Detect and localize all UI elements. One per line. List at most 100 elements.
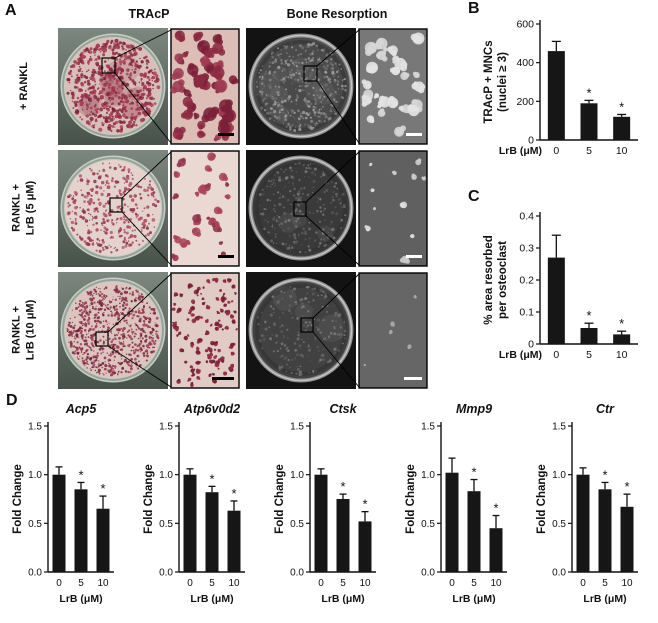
y-tick-label: 600 bbox=[516, 19, 534, 31]
x-tick-label: 10 bbox=[97, 578, 109, 589]
zoom-inset bbox=[170, 272, 240, 389]
x-tick-label: 0 bbox=[553, 349, 559, 361]
x-tick-label: 5 bbox=[586, 349, 592, 361]
speckle-layer bbox=[257, 285, 347, 377]
y-tick-label: 1.0 bbox=[552, 470, 566, 481]
y-tick-label: 0.1 bbox=[519, 307, 534, 319]
y-tick-label: 1.0 bbox=[290, 470, 304, 481]
x-axis-label: LrB (μM) bbox=[499, 349, 542, 361]
speckle-layer bbox=[66, 38, 161, 133]
row-label-rankl-lrb10: RANKL + LrB (10 μM) bbox=[10, 299, 37, 361]
bar-10 bbox=[96, 508, 110, 572]
bar-5 bbox=[336, 499, 350, 572]
scale-bar bbox=[218, 255, 234, 258]
micrograph-row bbox=[58, 28, 430, 145]
significance-marker: * bbox=[231, 486, 236, 501]
panel-d-chart-Mmp9: 0.0 0.5 1.0 1.5 0 * 5 * 10 LrB (μM) Fold Change Mmp… bbox=[401, 400, 527, 623]
panel-d-label: D bbox=[6, 392, 18, 409]
zoom-connector bbox=[312, 273, 360, 319]
micrograph-row bbox=[58, 150, 430, 267]
panel-b-chart: 0 200 400 600 0 * 5 * 10 LrB (μM) TRAcP + MNCs (nuc… bbox=[476, 8, 658, 183]
inset-blob-layer bbox=[361, 32, 426, 137]
y-tick-label: 0.5 bbox=[421, 519, 435, 530]
y-tick-label: 400 bbox=[516, 57, 534, 69]
chart-D5: 0.0 0.5 1.0 1.5 0 * 5 * 10 LrB (μM) Fold Change Ctr bbox=[536, 402, 638, 605]
bar-10 bbox=[227, 510, 241, 572]
y-tick-label: 1.0 bbox=[159, 470, 173, 481]
column-header-tracp: TRAcP bbox=[128, 7, 170, 21]
bar-0 bbox=[314, 474, 328, 572]
bar-5 bbox=[467, 491, 481, 572]
x-tick-label: 0 bbox=[56, 578, 62, 589]
zoom-connector bbox=[316, 29, 360, 67]
x-tick-label: 5 bbox=[586, 145, 592, 157]
significance-marker: * bbox=[586, 308, 591, 323]
inset-blob-layer bbox=[363, 294, 417, 367]
chart-B: 0 200 400 600 0 * 5 * 10 LrB (μM) TRAcP + MNCs (nuc… bbox=[483, 19, 638, 157]
chart-title: Mmp9 bbox=[456, 402, 492, 416]
x-tick-label: 0 bbox=[449, 578, 455, 589]
row-label-rankl-lrb5: RANKL + LrB (5 μM) bbox=[10, 180, 37, 236]
significance-marker: * bbox=[619, 316, 624, 331]
bar-0 bbox=[547, 51, 565, 140]
y-tick-label: 0.5 bbox=[28, 519, 42, 530]
y-tick-label: 1.5 bbox=[28, 422, 42, 433]
y-axis-label: TRAcP + MNCs bbox=[483, 40, 495, 123]
y-tick-label: 1.0 bbox=[28, 470, 42, 481]
x-tick-label: 10 bbox=[616, 145, 628, 157]
bar-10 bbox=[620, 506, 634, 572]
y-tick-label: 1.0 bbox=[421, 470, 435, 481]
y-axis-label: Fold Change bbox=[143, 464, 155, 534]
chart-title: Acp5 bbox=[65, 402, 98, 416]
x-axis-label: LrB (μM) bbox=[59, 593, 102, 605]
panel-d-chart-Ctr: 0.0 0.5 1.0 1.5 0 * 5 * 10 LrB (μM) Fold Change Ctr bbox=[532, 400, 658, 623]
bar-5 bbox=[74, 489, 88, 572]
chart-C: 0 0.1 0.2 0.3 0.4 0 * 5 * 10 LrB (μM) % area resorb… bbox=[483, 211, 638, 361]
panel-a-label: A bbox=[5, 2, 17, 19]
scale-bar bbox=[406, 255, 422, 258]
zoom-connector bbox=[114, 29, 172, 59]
speckle-layer bbox=[256, 42, 347, 132]
panel-d-chart-Ctsk: 0.0 0.5 1.0 1.5 0 * 5 * 10 LrB (μM) Fold Change Cts… bbox=[270, 400, 396, 623]
bone-resorption-image-group bbox=[246, 28, 428, 150]
zoom-region-box bbox=[303, 65, 318, 82]
well-interior bbox=[252, 159, 350, 257]
micrograph-tracp-lrb5 bbox=[58, 150, 240, 267]
y-tick-label: 1.5 bbox=[552, 422, 566, 433]
micrograph-bone-lrb10 bbox=[246, 272, 428, 389]
x-axis-label: LrB (μM) bbox=[190, 593, 233, 605]
y-tick-label: 0.0 bbox=[28, 568, 42, 579]
y-tick-label: 200 bbox=[516, 96, 534, 108]
micrographs-container bbox=[58, 28, 430, 389]
scale-bar bbox=[404, 377, 422, 380]
x-tick-label: 0 bbox=[318, 578, 324, 589]
zoom-connector bbox=[107, 273, 172, 333]
significance-marker: * bbox=[471, 465, 476, 480]
panel-d-chart-Acp5: 0.0 0.5 1.0 1.5 0 * 5 * 10 LrB (μM) Fold Change Acp… bbox=[8, 400, 134, 623]
inset-blob-layer bbox=[171, 152, 231, 262]
x-axis-label: LrB (μM) bbox=[452, 593, 495, 605]
y-tick-label: 0.2 bbox=[519, 275, 534, 287]
x-tick-label: 5 bbox=[340, 578, 346, 589]
significance-marker: * bbox=[100, 481, 105, 496]
zoom-connector bbox=[305, 215, 360, 266]
zoom-connector bbox=[121, 151, 172, 199]
chart-D4: 0.0 0.5 1.0 1.5 0 * 5 * 10 LrB (μM) Fold Change Mmp… bbox=[405, 402, 507, 605]
panel-c-chart: 0 0.1 0.2 0.3 0.4 0 * 5 * 10 LrB (μM) % area resorb… bbox=[476, 196, 658, 377]
bar-0 bbox=[445, 472, 459, 572]
zoom-inset bbox=[358, 150, 428, 267]
row-label-rankl: + RANKL bbox=[17, 62, 30, 110]
zoom-region-box bbox=[300, 317, 314, 333]
significance-marker: * bbox=[78, 467, 83, 482]
x-tick-label: 5 bbox=[209, 578, 215, 589]
zoom-connector bbox=[114, 72, 172, 144]
y-axis-label: (nuclei ≥ 3) bbox=[497, 52, 509, 112]
y-tick-label: 0.5 bbox=[290, 519, 304, 530]
scale-bar bbox=[218, 133, 234, 136]
x-tick-label: 10 bbox=[359, 578, 371, 589]
y-tick-label: 0.0 bbox=[159, 568, 173, 579]
bone-resorption-image-group bbox=[246, 272, 428, 394]
panel-d-chart-Atp6v0d2: 0.0 0.5 1.0 1.5 0 * 5 * 10 LrB (μM) Fold Change Atp… bbox=[139, 400, 265, 623]
bar-5 bbox=[205, 492, 219, 572]
